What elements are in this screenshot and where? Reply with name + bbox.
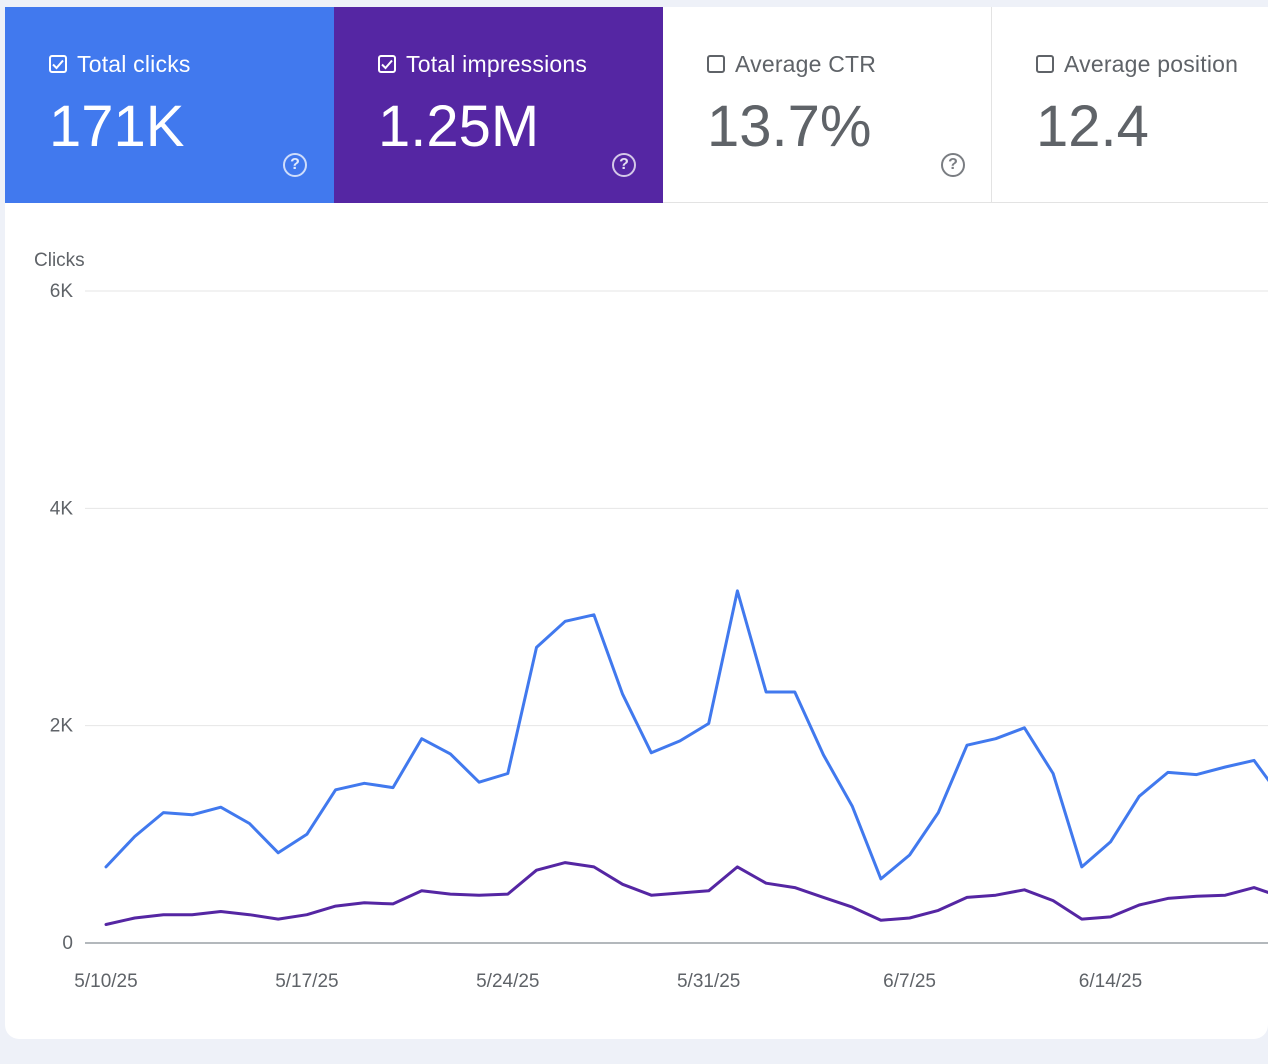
x-tick-label: 6/7/25 [883,971,936,992]
help-circle-icon[interactable]: ? [941,153,965,177]
total-clicks-checkbox[interactable] [49,55,67,73]
metric-tile-total-impressions[interactable]: Total impressions 1.25M ? [334,7,663,203]
x-tick-label: 5/17/25 [275,971,338,992]
metric-label: Total clicks [77,50,191,77]
x-tick-label: 5/10/25 [74,971,137,992]
help-circle-icon[interactable]: ? [612,153,636,177]
average-position-checkbox[interactable] [1036,55,1054,73]
metric-label: Average position [1064,50,1239,77]
x-tick-label: 5/24/25 [476,971,539,992]
metric-value: 171K [49,94,185,159]
performance-card: Total clicks 171K ? Total impressions 1.… [5,7,1268,1039]
metric-tile-average-ctr[interactable]: Average CTR 13.7% ? [663,7,992,203]
y-tick-label: 4K [50,498,74,519]
total-impressions-checkbox[interactable] [378,55,396,73]
y-tick-label: 2K [50,716,74,737]
metric-tiles: Total clicks 171K ? Total impressions 1.… [5,7,1268,203]
x-tick-label: 6/14/25 [1079,971,1142,992]
x-tick-label: 5/31/25 [677,971,740,992]
metric-header: Total clicks [49,51,191,77]
checkmark-icon [381,59,393,70]
checkmark-icon [52,59,64,70]
y-axis-label: Clicks [34,250,85,271]
metric-label: Total impressions [406,50,588,77]
y-tick-label: 6K [50,281,74,302]
clicks-line-chart: 0 2K 4K 6K Clicks 5/10/25 5/17/25 5/24/25 5/31/2… [34,250,1268,992]
metric-header: Average CTR [707,51,876,77]
impressions-series-line [104,861,1268,926]
metric-label: Average CTR [735,50,877,77]
metric-value: 13.7% [707,94,872,159]
metric-tile-total-clicks[interactable]: Total clicks 171K ? [5,7,334,203]
metric-value: 1.25M [378,94,540,159]
metric-value: 12.4 [1036,94,1149,159]
metric-tile-average-position[interactable]: Average position 12.4 [992,7,1268,203]
average-ctr-checkbox[interactable] [707,55,725,73]
metric-header: Average position [1036,51,1238,77]
metric-header: Total impressions [378,51,587,77]
clicks-series-line [104,589,1268,881]
y-tick-label: 0 [62,933,73,954]
help-circle-icon[interactable]: ? [283,153,307,177]
